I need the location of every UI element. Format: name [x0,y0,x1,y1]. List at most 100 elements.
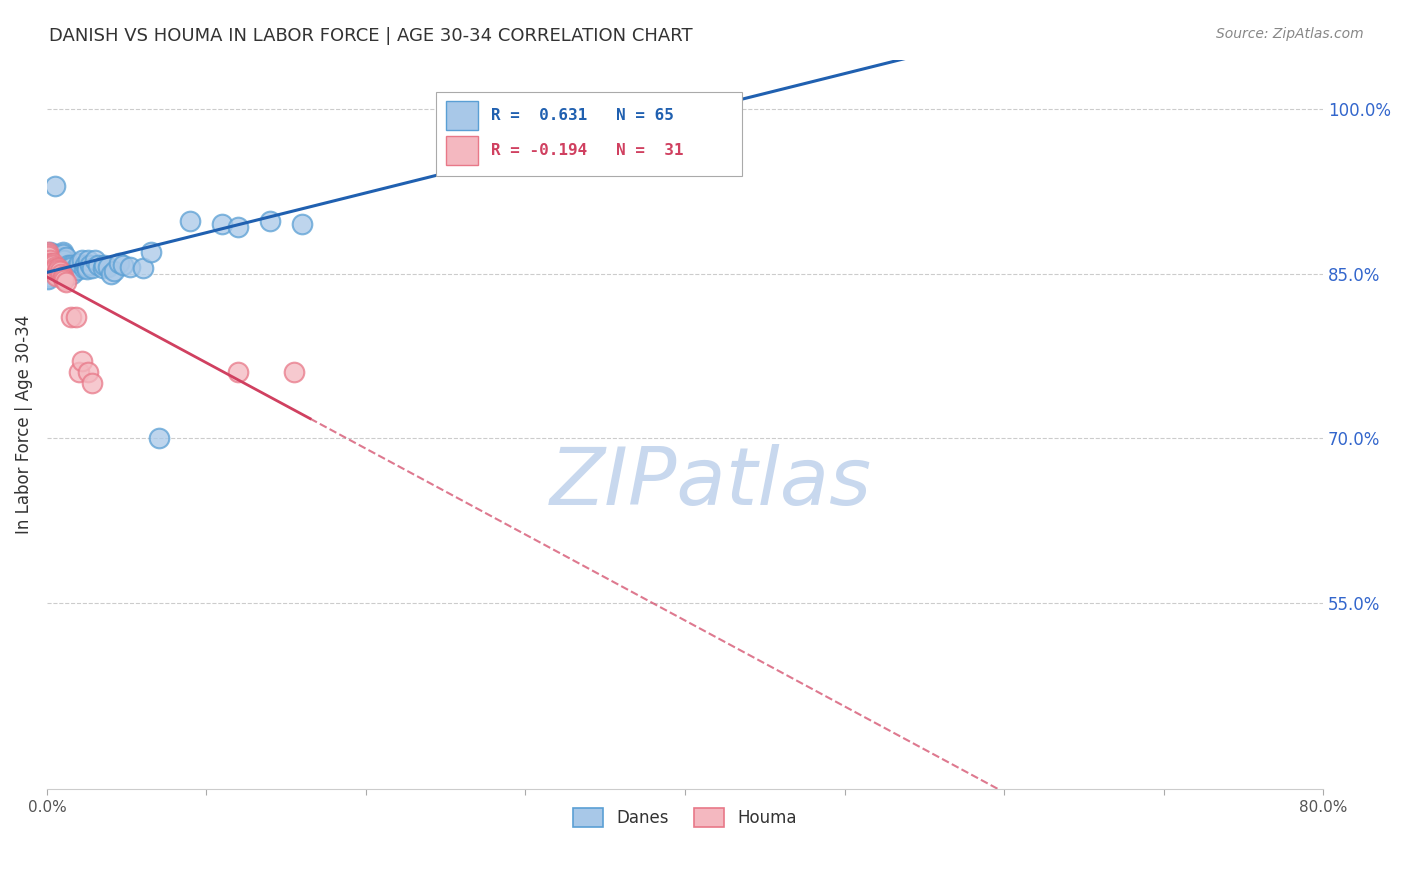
Point [46,258,69,272]
Point [100,267,122,281]
Point [44,260,66,274]
Point [52,271,75,285]
FancyBboxPatch shape [436,93,742,177]
Point [291,217,314,231]
Point [45,247,67,261]
Point [67,365,90,379]
Point [39,244,62,259]
Point [83,253,105,268]
Point [58,261,80,276]
Point [48,255,70,269]
Point [52,247,75,261]
Point [39,255,62,269]
Point [37,263,59,277]
Point [37,244,59,259]
Point [70,354,93,368]
Point [53,273,76,287]
Point [41,253,63,268]
Point [77,253,100,268]
Point [45,250,67,264]
Point [56,258,79,272]
Point [65,310,87,325]
Point [211,217,233,231]
Point [42,258,65,272]
Point [93,258,115,272]
Point [51,250,73,264]
Point [55,250,77,264]
Point [37,268,59,283]
Point [75,258,97,272]
Point [55,276,77,290]
Point [59,260,82,274]
Point [37,268,59,282]
Text: Source: ZipAtlas.com: Source: ZipAtlas.com [1216,27,1364,41]
Point [37,247,59,261]
Point [103,264,125,278]
Point [91,261,114,276]
Point [52,244,75,259]
Point [46,253,69,268]
Text: R =  0.631   N = 65: R = 0.631 N = 65 [491,108,673,123]
Point [59,310,82,325]
Bar [446,136,478,165]
Point [45,267,67,281]
Point [79,258,101,272]
Point [62,267,84,281]
Point [65,261,87,276]
Point [87,258,110,272]
Point [48,258,70,272]
Point [39,247,62,261]
Point [44,262,66,277]
Text: R = -0.194   N =  31: R = -0.194 N = 31 [491,144,683,158]
Point [112,258,135,272]
Point [39,258,62,272]
Point [77,365,100,379]
Point [80,261,103,276]
Y-axis label: In Labor Force | Age 30-34: In Labor Force | Age 30-34 [15,315,32,534]
Legend: Danes, Houma: Danes, Houma [565,800,806,836]
Point [72,261,94,276]
Point [228,220,250,235]
Point [37,265,59,279]
Point [228,365,250,379]
Point [48,260,70,274]
Bar [446,101,478,130]
Point [283,365,305,379]
Point [42,255,65,269]
Point [48,264,70,278]
Point [45,268,67,283]
Point [37,255,59,269]
Point [46,261,69,276]
Point [42,255,65,269]
Point [67,255,90,269]
Point [37,272,59,286]
Point [41,260,63,274]
Point [37,269,59,284]
Point [42,258,65,272]
Point [148,431,170,445]
Point [610,102,633,116]
Point [39,253,62,268]
Point [80,376,103,391]
Point [37,258,59,272]
Point [51,267,73,281]
Point [41,263,63,277]
Point [39,249,62,263]
Point [70,253,93,268]
Point [118,260,141,274]
Text: ZIPatlas: ZIPatlas [550,444,872,522]
Point [41,261,63,276]
Point [179,214,201,228]
Point [66,263,89,277]
Point [96,260,118,274]
Point [44,178,66,193]
Point [53,253,76,268]
Point [52,268,75,283]
Point [259,214,281,228]
Point [37,261,59,276]
Point [46,263,69,277]
Point [76,260,98,274]
Point [530,102,553,116]
Point [107,255,129,269]
Text: DANISH VS HOUMA IN LABOR FORCE | AGE 30-34 CORRELATION CHART: DANISH VS HOUMA IN LABOR FORCE | AGE 30-… [49,27,693,45]
